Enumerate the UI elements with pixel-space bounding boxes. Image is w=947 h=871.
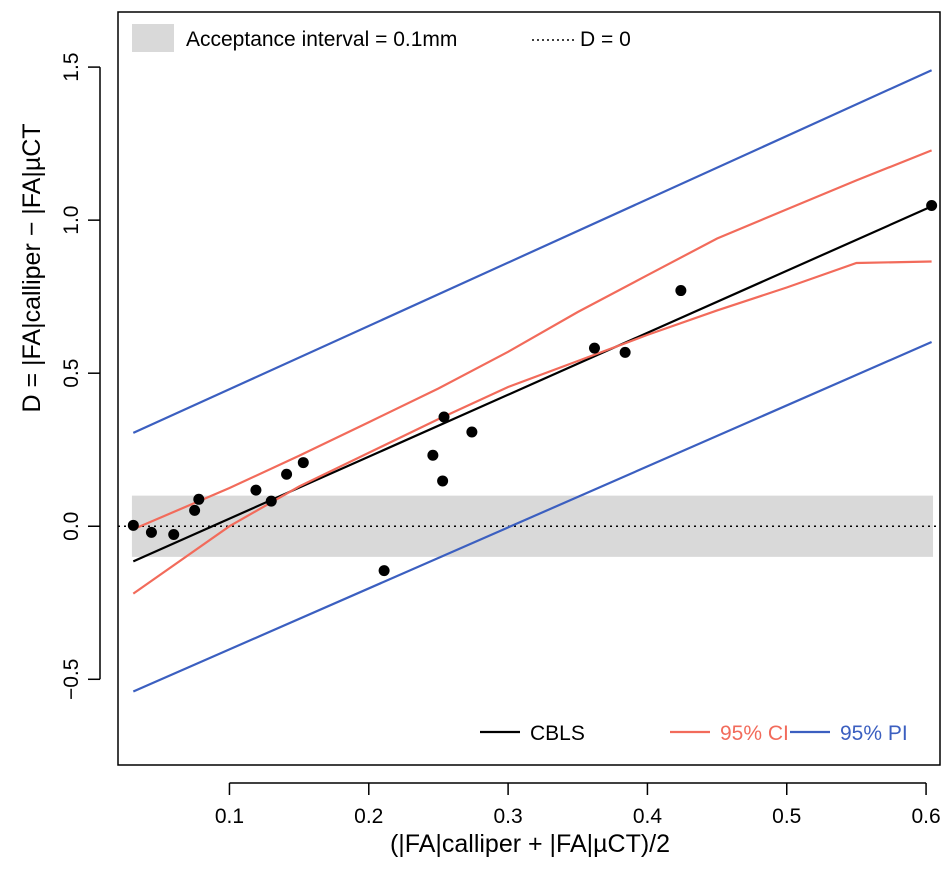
y-tick-label: 0.0	[60, 512, 83, 541]
data-point	[427, 449, 439, 461]
x-tick-label: 0.4	[633, 805, 663, 828]
legend-label-cbls: CBLS	[530, 722, 585, 745]
y-tick-label: −0.5	[60, 659, 83, 700]
data-point	[189, 504, 201, 516]
legend-label-95-pi: 95% PI	[840, 722, 908, 745]
data-point	[378, 565, 390, 577]
x-tick-label: 0.6	[911, 805, 940, 828]
data-point	[281, 468, 293, 480]
data-point	[265, 495, 277, 507]
data-point	[588, 342, 600, 354]
y-axis-title: D = |FA|calliper − |FA|µCT	[18, 123, 46, 412]
legend-label-acceptance: Acceptance interval = 0.1mm	[186, 28, 457, 51]
data-point	[168, 529, 180, 541]
y-tick-label: 1.0	[60, 206, 83, 235]
axes: 0.1 0.2 0.3 0.4 0.5 0.6 −0.5 0.0 0.5 1.0 1.5	[60, 11, 941, 828]
data-point	[438, 411, 450, 423]
legend-label-d0: D = 0	[580, 28, 631, 51]
data-point	[297, 457, 309, 469]
series-line-95-pi-upper	[132, 69, 933, 434]
data-point	[926, 199, 938, 211]
x-axis-title: (|FA|calliper + |FA|µCT)/2	[390, 830, 670, 858]
legend-swatch-acceptance	[132, 24, 174, 52]
series-line-95-ci-upper	[132, 149, 933, 531]
y-tick-label: 0.5	[60, 359, 83, 388]
data-point	[619, 346, 631, 358]
x-tick-label: 0.1	[215, 805, 244, 828]
data-point	[145, 526, 157, 538]
series-line-95-ci-lower	[132, 260, 932, 595]
x-tick-label: 0.5	[772, 805, 801, 828]
data-point	[466, 426, 478, 438]
plot-frame	[117, 11, 941, 766]
legend: Acceptance interval = 0.1mm D = 0 CBLS 95% …	[132, 24, 908, 745]
data-point	[675, 285, 687, 297]
plot-area	[118, 69, 940, 693]
x-tick-label: 0.3	[494, 805, 523, 828]
x-tick-label: 0.2	[354, 805, 383, 828]
y-tick-label: 1.5	[60, 52, 83, 81]
data-point	[193, 493, 205, 505]
data-point	[127, 519, 139, 531]
legend-label-95-ci: 95% CI	[720, 722, 789, 745]
data-point	[437, 475, 449, 487]
data-point	[250, 484, 262, 496]
series-line-95-pi-lower	[132, 340, 933, 693]
